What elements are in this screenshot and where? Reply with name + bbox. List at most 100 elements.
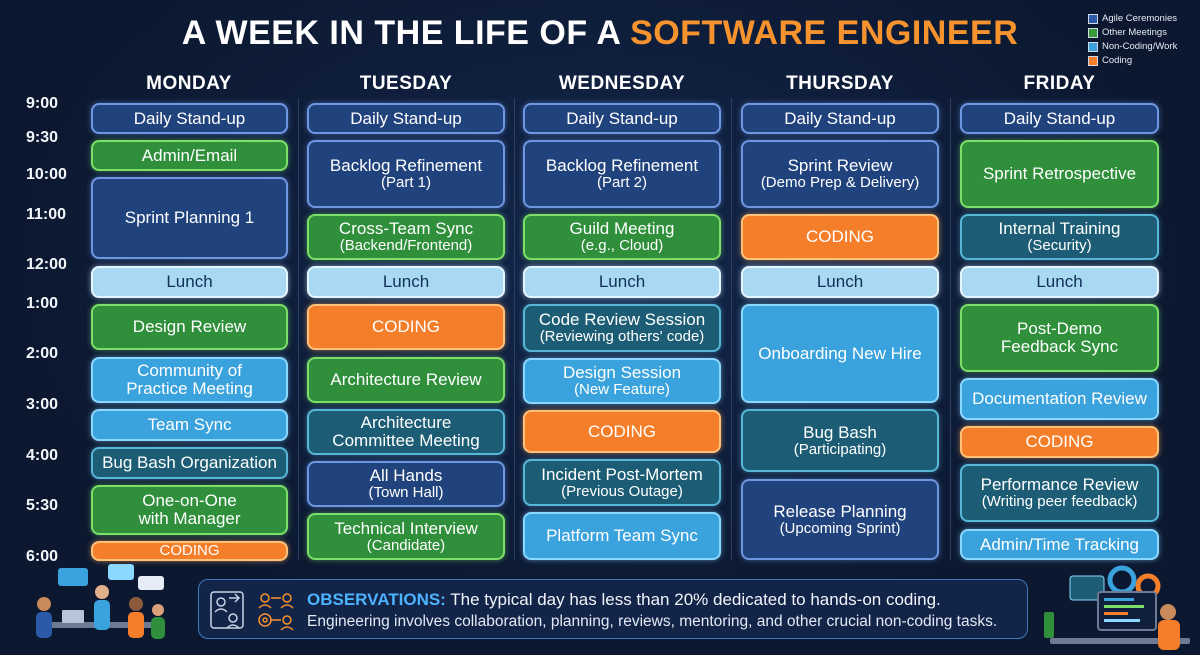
- event-title: Performance Review: [980, 475, 1139, 495]
- event-subtitle: (Previous Outage): [561, 482, 683, 500]
- event-block[interactable]: CODING: [91, 541, 288, 561]
- legend: Agile Ceremonies Other Meetings Non-Codi…: [1088, 12, 1177, 68]
- day-header-tuesday: TUESDAY: [359, 73, 453, 94]
- legend-item-meetings: Other Meetings: [1088, 26, 1177, 40]
- event-block[interactable]: Community of Practice Meeting: [91, 357, 288, 403]
- event-title: Community of: [137, 361, 242, 381]
- legend-swatch: [1088, 14, 1098, 24]
- event-block[interactable]: Team Sync: [91, 409, 288, 441]
- event-block[interactable]: Design Review: [91, 304, 288, 350]
- event-block[interactable]: CODING: [960, 426, 1159, 458]
- event-block[interactable]: One-on-One with Manager: [91, 485, 288, 535]
- event-block[interactable]: Cross-Team Sync (Backend/Frontend): [307, 214, 505, 260]
- team-meeting-illustration: [36, 564, 165, 639]
- event-title: Backlog Refinement: [545, 156, 699, 176]
- event-block[interactable]: Code Review Session (Reviewing others' co…: [523, 304, 721, 352]
- column-divider: [514, 98, 515, 560]
- event-block[interactable]: Technical Interview (Candidate): [307, 513, 505, 560]
- event-block[interactable]: Backlog Refinement (Part 1): [307, 140, 505, 208]
- event-block[interactable]: Documentation Review: [960, 378, 1159, 420]
- observations-detail: Engineering involves collaboration, plan…: [307, 613, 998, 630]
- event-title: CODING: [588, 421, 656, 441]
- event-block[interactable]: Daily Stand-up: [307, 103, 505, 134]
- event-block[interactable]: Lunch: [91, 266, 288, 298]
- event-subtitle: (Reviewing others' code): [539, 328, 705, 346]
- event-block[interactable]: Sprint Planning 1: [91, 177, 288, 259]
- event-block[interactable]: Daily Stand-up: [741, 103, 939, 134]
- event-block[interactable]: Internal Training (Security): [960, 214, 1159, 260]
- time-label: 3:00: [26, 396, 59, 413]
- developer-illustration: [1044, 565, 1190, 650]
- event-block[interactable]: Design Session (New Feature): [523, 358, 721, 404]
- event-block[interactable]: All Hands (Town Hall): [307, 461, 505, 507]
- event-block[interactable]: Lunch: [307, 266, 505, 298]
- event-title: Team Sync: [147, 415, 232, 435]
- time-label: 2:00: [26, 345, 59, 362]
- event-block[interactable]: Bug Bash (Participating): [741, 409, 939, 472]
- event-title: CODING: [1025, 432, 1094, 452]
- event-block[interactable]: Bug Bash Organization: [91, 447, 288, 479]
- event-block[interactable]: CODING: [307, 304, 505, 350]
- event-block[interactable]: CODING: [741, 214, 939, 260]
- event-title: Sprint Retrospective: [982, 164, 1137, 184]
- event-title: Sprint Planning 1: [124, 208, 255, 228]
- event-block[interactable]: CODING: [523, 410, 721, 453]
- event-subtitle: (New Feature): [574, 381, 670, 399]
- time-label: 10:00: [26, 166, 67, 183]
- event-subtitle: (Part 1): [380, 174, 431, 192]
- day-header-monday: MONDAY: [146, 73, 232, 94]
- event-block[interactable]: Admin/Time Tracking: [960, 529, 1159, 560]
- event-block[interactable]: Architecture Review: [307, 357, 505, 403]
- legend-label: Non-Coding/Work: [1102, 41, 1178, 52]
- event-subtitle: (Writing peer feedback): [981, 493, 1138, 511]
- event-block[interactable]: Post-Demo Feedback Sync: [960, 304, 1159, 372]
- event-block[interactable]: Incident Post-Mortem (Previous Outage): [523, 459, 721, 506]
- event-block[interactable]: Sprint Retrospective: [960, 140, 1159, 208]
- event-subtitle: (Upcoming Sprint): [779, 519, 901, 537]
- event-block[interactable]: Sprint Review (Demo Prep & Delivery): [741, 140, 939, 208]
- event-block[interactable]: Release Planning (Upcoming Sprint): [741, 479, 939, 560]
- event-subtitle: (Participating): [793, 440, 887, 458]
- time-label: 11:00: [26, 206, 67, 223]
- legend-label: Other Meetings: [1102, 27, 1167, 38]
- event-block[interactable]: Performance Review (Writing peer feedback…: [960, 464, 1159, 522]
- event-subtitle: (Part 2): [596, 174, 647, 192]
- event-title: CODING: [372, 317, 440, 337]
- event-title: Documentation Review: [972, 389, 1147, 409]
- event-block[interactable]: Lunch: [960, 266, 1159, 298]
- event-title: Daily Stand-up: [1003, 108, 1116, 128]
- event-title: Design Session: [562, 363, 682, 383]
- event-block[interactable]: Daily Stand-up: [91, 103, 288, 134]
- event-block[interactable]: Admin/Email: [91, 140, 288, 171]
- event-block[interactable]: Lunch: [523, 266, 721, 298]
- event-title: Daily Stand-up: [133, 108, 246, 128]
- event-block[interactable]: Platform Team Sync: [523, 512, 721, 560]
- event-title: Daily Stand-up: [566, 108, 678, 128]
- event-block[interactable]: Daily Stand-up: [960, 103, 1159, 134]
- event-block[interactable]: Backlog Refinement (Part 2): [523, 140, 721, 208]
- event-title: One-on-One: [142, 491, 237, 511]
- collaboration-icons: [210, 591, 294, 631]
- event-block[interactable]: Onboarding New Hire: [741, 304, 939, 403]
- event-subtitle: (Demo Prep & Delivery): [760, 174, 920, 192]
- event-subtitle: (e.g., Cloud): [580, 237, 664, 255]
- observations-summary: The typical day has less than 20% dedica…: [450, 590, 941, 609]
- event-title: Daily Stand-up: [784, 108, 896, 128]
- title-main: A WEEK IN THE LIFE OF A: [181, 14, 631, 52]
- event-subtitle: with Manager: [138, 509, 241, 528]
- event-title: Design Review: [132, 317, 247, 337]
- event-block[interactable]: Daily Stand-up: [523, 103, 721, 134]
- column-divider: [731, 98, 732, 560]
- event-block[interactable]: Lunch: [741, 266, 939, 298]
- event-title: Lunch: [166, 272, 213, 292]
- observations-heading: OBSERVATIONS:: [307, 590, 446, 609]
- event-block[interactable]: Architecture Committee Meeting: [307, 409, 505, 455]
- event-subtitle: (Backend/Frontend): [339, 237, 473, 255]
- event-title: Incident Post-Mortem: [541, 464, 703, 484]
- day-header-friday: FRIDAY: [1023, 73, 1096, 94]
- event-block[interactable]: Guild Meeting (e.g., Cloud): [523, 214, 721, 260]
- event-subtitle: (Candidate): [366, 536, 446, 554]
- page-title: A WEEK IN THE LIFE OF A SOFTWARE ENGINEE…: [0, 14, 1200, 53]
- event-title: Cross-Team Sync: [338, 219, 474, 239]
- event-subtitle: (Security): [1027, 237, 1092, 255]
